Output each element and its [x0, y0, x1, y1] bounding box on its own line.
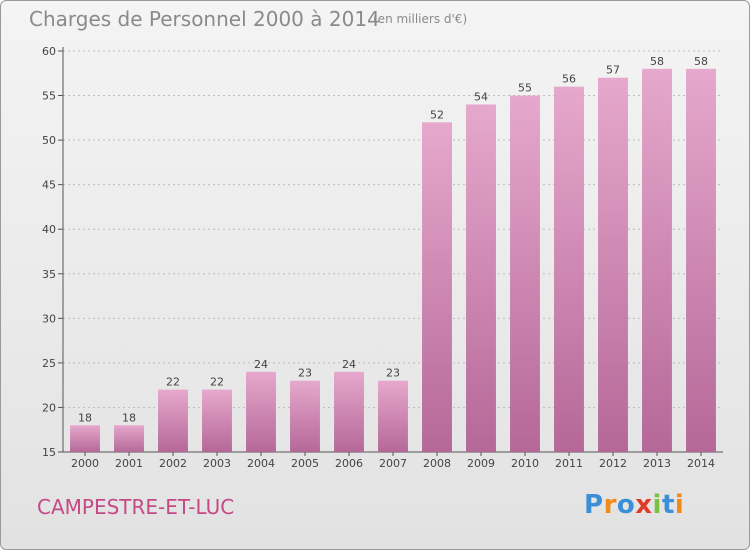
logo-letter: o [616, 490, 636, 520]
x-tick-label: 2007 [379, 457, 407, 470]
chart-unit: (en milliers d'€) [373, 12, 468, 26]
logo-letter: i [674, 490, 685, 520]
x-tick-label: 2003 [203, 457, 231, 470]
bar [598, 77, 628, 452]
y-tick-label: 25 [42, 357, 56, 370]
bar [70, 425, 100, 452]
data-label: 56 [562, 73, 576, 86]
data-label: 22 [166, 376, 180, 389]
data-label: 24 [254, 358, 268, 371]
bar [466, 104, 496, 452]
y-tick-label: 40 [42, 223, 56, 236]
x-tick-label: 2011 [555, 457, 583, 470]
x-tick-label: 2002 [159, 457, 187, 470]
bar [334, 371, 364, 452]
bar [554, 86, 584, 453]
logo-letter: t [661, 490, 675, 520]
data-label: 23 [386, 367, 400, 380]
y-tick-label: 35 [42, 268, 56, 281]
x-tick-label: 2013 [643, 457, 671, 470]
bar [422, 122, 452, 453]
bar [686, 68, 716, 453]
data-label: 57 [606, 64, 620, 77]
bar [246, 371, 276, 452]
data-label: 18 [78, 411, 92, 424]
proxiti-logo: Proxiti [584, 490, 684, 520]
x-tick-label: 2014 [687, 457, 715, 470]
x-tick-label: 2008 [423, 457, 451, 470]
bar [114, 425, 144, 452]
y-tick-label: 30 [42, 312, 56, 325]
x-tick-label: 2004 [247, 457, 275, 470]
place-name: CAMPESTRE-ET-LUC [37, 495, 235, 519]
data-label: 54 [474, 90, 488, 103]
x-tick-label: 2012 [599, 457, 627, 470]
y-tick-label: 55 [42, 90, 56, 103]
bar [378, 380, 408, 452]
data-label: 23 [298, 367, 312, 380]
bar [642, 68, 672, 453]
data-label: 58 [650, 55, 664, 68]
logo-letter: r [603, 490, 617, 520]
logo-letter: x [635, 490, 653, 520]
chart-title: Charges de Personnel 2000 à 2014 [29, 7, 380, 31]
logo-letter: P [584, 490, 604, 520]
x-tick-label: 2000 [71, 457, 99, 470]
x-tick-label: 2009 [467, 457, 495, 470]
bar [202, 389, 232, 452]
bar [290, 380, 320, 452]
data-label: 24 [342, 358, 356, 371]
bar [158, 389, 188, 452]
y-tick-label: 15 [42, 446, 56, 459]
y-tick-label: 20 [42, 401, 56, 414]
x-tick-label: 2005 [291, 457, 319, 470]
y-tick-label: 50 [42, 134, 56, 147]
bar [510, 95, 540, 453]
data-label: 52 [430, 108, 444, 121]
data-label: 55 [518, 82, 532, 95]
logo-letter: i [652, 490, 662, 520]
x-tick-label: 2001 [115, 457, 143, 470]
data-label: 58 [694, 55, 708, 68]
x-tick-label: 2010 [511, 457, 539, 470]
data-label: 22 [210, 376, 224, 389]
data-label: 18 [122, 411, 136, 424]
x-tick-label: 2006 [335, 457, 363, 470]
y-tick-label: 45 [42, 179, 56, 192]
y-tick-label: 60 [42, 45, 56, 58]
